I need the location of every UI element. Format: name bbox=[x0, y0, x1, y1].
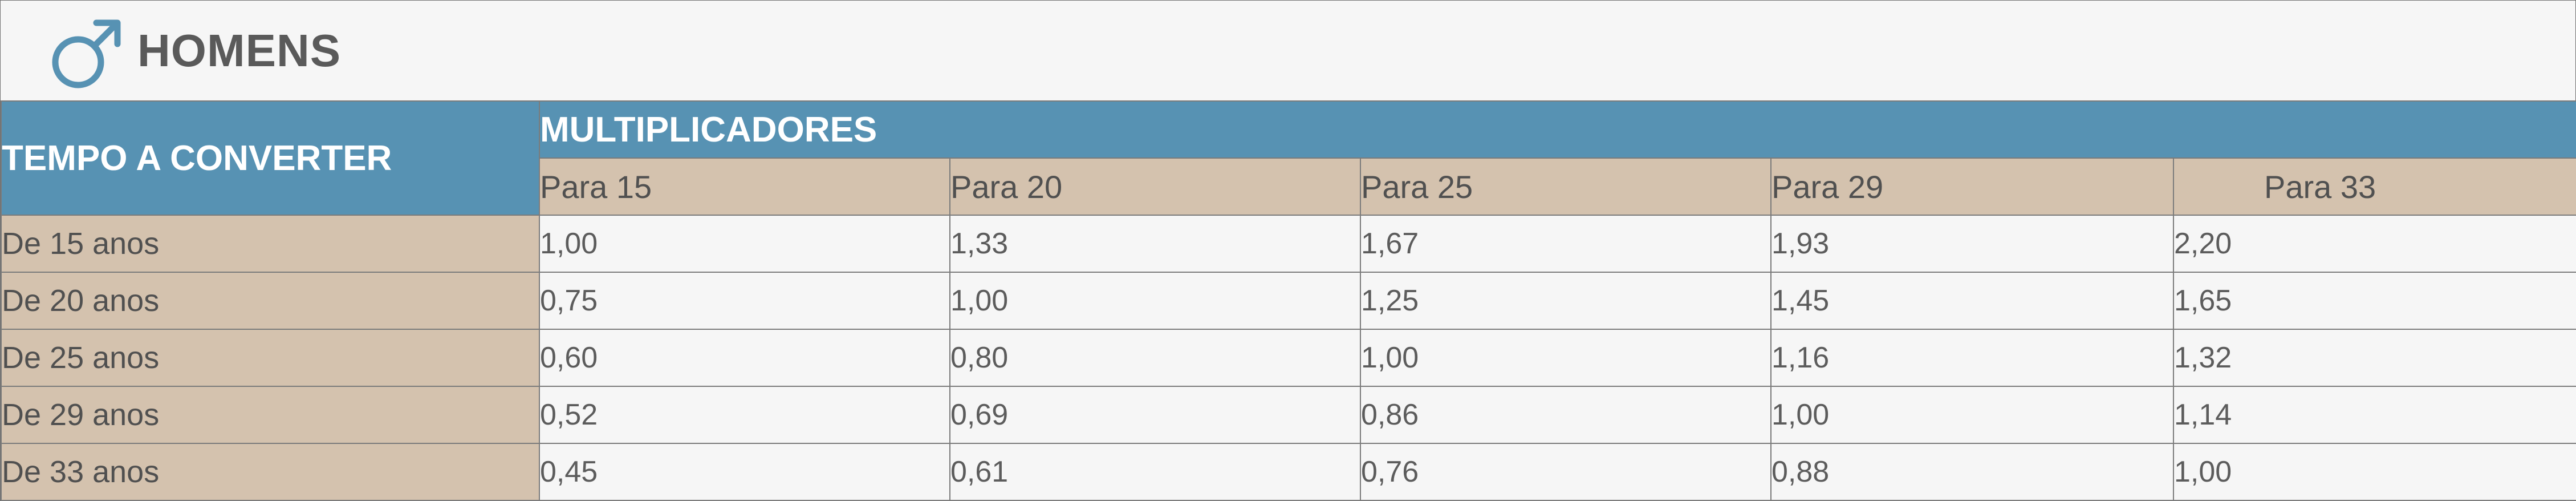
table-cell: 1,00 bbox=[539, 215, 950, 273]
table-cell: 1,16 bbox=[1770, 329, 2174, 387]
table-cell: 1,00 bbox=[1360, 329, 1771, 387]
table-cell: 0,45 bbox=[539, 443, 950, 501]
table-cell: 1,93 bbox=[1770, 215, 2174, 273]
table-cell: 0,76 bbox=[1360, 443, 1771, 501]
table-cell: 1,00 bbox=[1770, 386, 2174, 444]
table-cell: 1,33 bbox=[949, 215, 1361, 273]
table-cell: 0,69 bbox=[949, 386, 1361, 444]
header-row-group: TEMPO A CONVERTER MULTIPLICADORES bbox=[1, 100, 2576, 216]
table-cell: 1,00 bbox=[2173, 443, 2576, 501]
table-cell: 1,14 bbox=[2173, 386, 2576, 444]
column-header: Para 33 bbox=[2173, 157, 2576, 216]
table-cell: 1,65 bbox=[2173, 272, 2576, 330]
table-cell: 0,88 bbox=[1770, 443, 2174, 501]
multiplier-table: TEMPO A CONVERTER MULTIPLICADORES Para 1… bbox=[1, 100, 2576, 501]
table-cell: 1,32 bbox=[2173, 329, 2576, 387]
table-cell: 0,61 bbox=[949, 443, 1361, 501]
multipliers-header: MULTIPLICADORES bbox=[539, 100, 2576, 159]
column-header: Para 15 bbox=[539, 157, 950, 216]
table-cell: 0,80 bbox=[949, 329, 1361, 387]
title-bar: HOMENS bbox=[1, 1, 2575, 101]
table-cell: 1,25 bbox=[1360, 272, 1771, 330]
table-cell: 0,52 bbox=[539, 386, 950, 444]
male-symbol-icon bbox=[52, 19, 121, 88]
column-header: Para 25 bbox=[1360, 157, 1771, 216]
row-header: De 29 anos bbox=[1, 386, 540, 444]
table-row: De 25 anos 0,60 0,80 1,00 1,16 1,32 bbox=[1, 329, 2576, 387]
table-cell: 2,20 bbox=[2173, 215, 2576, 273]
row-header: De 15 anos bbox=[1, 215, 540, 273]
row-header: De 25 anos bbox=[1, 329, 540, 387]
table-row: De 15 anos 1,00 1,33 1,67 1,93 2,20 bbox=[1, 215, 2576, 273]
time-to-convert-header: TEMPO A CONVERTER bbox=[1, 100, 540, 216]
table-cell: 0,86 bbox=[1360, 386, 1771, 444]
table-cell: 1,00 bbox=[949, 272, 1361, 330]
row-header: De 20 anos bbox=[1, 272, 540, 330]
header-row-columns: Para 15 Para 20 Para 25 Para 29 Para 33 bbox=[1, 157, 2576, 216]
table-row: De 33 anos 0,45 0,61 0,76 0,88 1,00 bbox=[1, 443, 2576, 501]
column-header: Para 20 bbox=[949, 157, 1361, 216]
table-row: De 20 anos 0,75 1,00 1,25 1,45 1,65 bbox=[1, 272, 2576, 330]
table-cell: 1,67 bbox=[1360, 215, 1771, 273]
column-header: Para 29 bbox=[1770, 157, 2174, 216]
row-header: De 33 anos bbox=[1, 443, 540, 501]
page-title: HOMENS bbox=[137, 25, 342, 76]
table-row: De 29 anos 0,52 0,69 0,86 1,00 1,14 bbox=[1, 386, 2576, 444]
table-cell: 0,75 bbox=[539, 272, 950, 330]
table-cell: 1,45 bbox=[1770, 272, 2174, 330]
table-cell: 0,60 bbox=[539, 329, 950, 387]
